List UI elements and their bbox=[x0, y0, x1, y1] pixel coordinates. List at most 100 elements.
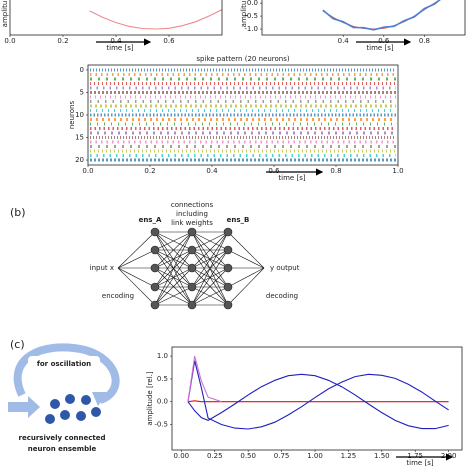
x-tick-label: 0.0 bbox=[82, 167, 93, 175]
y-tick-label: 20 bbox=[75, 156, 84, 164]
neuron-ensemble bbox=[45, 394, 101, 424]
series-line bbox=[322, 0, 441, 30]
y-tick-label: 0.0 bbox=[157, 398, 168, 406]
connection bbox=[191, 249, 229, 306]
x-tick-label: 0.4 bbox=[110, 37, 122, 45]
input-label: input x bbox=[90, 264, 114, 272]
y-tick-label: 1.0 bbox=[157, 352, 168, 360]
plot-area bbox=[89, 9, 222, 30]
y-tick-label: 5 bbox=[80, 88, 84, 96]
connection bbox=[154, 231, 193, 251]
output-label: y output bbox=[270, 264, 300, 272]
input-arrow bbox=[8, 396, 40, 418]
connections-label: connections bbox=[171, 201, 214, 209]
connection bbox=[154, 231, 193, 306]
output-line bbox=[227, 249, 265, 269]
y-axis-label: amplitu bbox=[1, 1, 9, 28]
x-tick-label: 1.00 bbox=[307, 452, 323, 460]
connection bbox=[191, 231, 229, 269]
plot-area bbox=[322, 0, 441, 31]
y-tick-label: 15 bbox=[75, 134, 84, 142]
connection bbox=[154, 249, 193, 306]
connection bbox=[191, 231, 229, 288]
input-line bbox=[117, 267, 156, 288]
x-tick-label: 0.2 bbox=[57, 37, 68, 45]
x-tick-label: 0.4 bbox=[206, 167, 218, 175]
node bbox=[150, 282, 160, 292]
x-axis-label: time [s] bbox=[366, 44, 393, 52]
x-tick-label: 0.6 bbox=[163, 37, 175, 45]
node bbox=[150, 263, 160, 273]
output-line bbox=[227, 231, 265, 269]
node bbox=[150, 227, 160, 237]
connection bbox=[154, 267, 193, 306]
y-axis-label: amplitude [rel.] bbox=[146, 371, 154, 426]
loop-box bbox=[28, 356, 100, 372]
x-tick-label: 0.25 bbox=[207, 452, 223, 460]
caption: neuron ensemble bbox=[28, 445, 97, 453]
output-line bbox=[227, 267, 265, 288]
input-line bbox=[117, 231, 156, 269]
node bbox=[187, 227, 197, 237]
loop-label: for oscillation bbox=[37, 360, 91, 368]
x-axis-label: time [s] bbox=[106, 44, 133, 52]
y-axis-label: amplitu bbox=[240, 1, 248, 28]
node bbox=[150, 245, 160, 255]
series-line bbox=[187, 360, 449, 430]
node bbox=[223, 300, 233, 310]
node bbox=[223, 227, 233, 237]
decoding-label: decoding bbox=[266, 292, 298, 300]
chart-title: spike pattern (20 neurons) bbox=[196, 55, 289, 63]
connection bbox=[154, 231, 193, 288]
connections-label: including bbox=[176, 210, 208, 218]
series-line bbox=[89, 9, 222, 30]
y-tick-label: 10 bbox=[75, 111, 84, 119]
axes-frame bbox=[171, 346, 463, 451]
ens-b-label: ens_B bbox=[227, 216, 250, 224]
y-tick-label: -0.5 bbox=[244, 12, 258, 20]
x-tick-label: 0.50 bbox=[240, 452, 256, 460]
x-tick-label: 0.8 bbox=[419, 37, 430, 45]
x-tick-label: 1.25 bbox=[341, 452, 357, 460]
axes-frame bbox=[9, 0, 223, 36]
node bbox=[187, 263, 197, 273]
x-axis-label: time [s] bbox=[406, 459, 433, 467]
connections-label: link weights bbox=[171, 219, 213, 227]
y-axis-label: neurons bbox=[68, 101, 76, 130]
connection bbox=[154, 231, 193, 269]
connection bbox=[191, 267, 229, 306]
connection bbox=[154, 286, 193, 306]
output-line bbox=[227, 267, 265, 306]
plot-area bbox=[90, 68, 396, 162]
panel-label: (c) bbox=[10, 338, 25, 351]
y-tick-label: -0.5 bbox=[154, 420, 168, 428]
series-line bbox=[322, 0, 441, 31]
panel-label: (b) bbox=[10, 206, 26, 219]
x-tick-label: 1.50 bbox=[374, 452, 390, 460]
y-tick-label: 0.5 bbox=[157, 375, 168, 383]
encoding-label: encoding bbox=[102, 292, 134, 300]
x-tick-label: 0.0 bbox=[4, 37, 15, 45]
connection bbox=[191, 231, 229, 251]
node bbox=[187, 300, 197, 310]
x-tick-label: 0.6 bbox=[268, 167, 280, 175]
node bbox=[187, 245, 197, 255]
x-axis-label: time [s] bbox=[278, 174, 305, 182]
ens-a-label: ens_A bbox=[139, 216, 162, 224]
x-tick-label: 0.4 bbox=[338, 37, 350, 45]
x-tick-label: 0.00 bbox=[174, 452, 190, 460]
node bbox=[187, 282, 197, 292]
x-tick-label: 1.75 bbox=[407, 452, 423, 460]
input-line bbox=[117, 267, 156, 306]
node bbox=[223, 245, 233, 255]
x-tick-label: 0.6 bbox=[378, 37, 390, 45]
x-tick-label: 2.00 bbox=[441, 452, 457, 460]
connection bbox=[191, 231, 229, 306]
axes-frame bbox=[261, 0, 466, 36]
x-tick-label: 0.8 bbox=[330, 167, 341, 175]
series-line bbox=[187, 400, 449, 403]
loop-arrow bbox=[13, 343, 120, 404]
loop-arrowhead bbox=[92, 392, 108, 406]
